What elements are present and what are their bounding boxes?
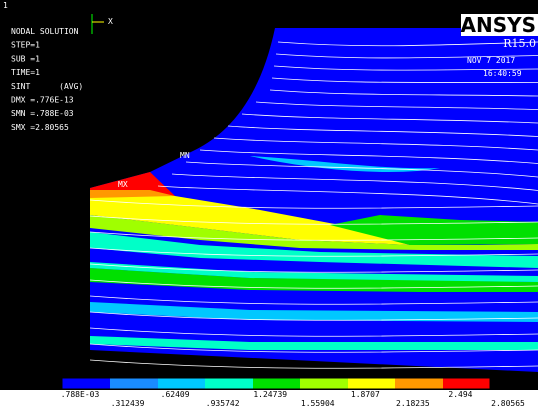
legend-bar <box>61 377 491 390</box>
band <box>90 232 538 268</box>
legend-label: .788E-03 <box>61 390 100 399</box>
swatch <box>158 378 205 389</box>
band <box>250 156 440 172</box>
header-line: SINT (AVG) <box>11 82 83 91</box>
contour-line <box>89 327 538 337</box>
logo-box <box>461 14 538 36</box>
band <box>90 302 538 322</box>
contour-line <box>89 359 538 369</box>
band <box>90 215 538 250</box>
max-marker: MX <box>118 180 128 189</box>
swatch <box>443 378 490 389</box>
header-line: STEP=1 <box>11 41 40 50</box>
swatch <box>62 378 110 389</box>
swatch <box>300 378 348 389</box>
header-line: SUB =1 <box>11 54 40 63</box>
swatch <box>205 378 253 389</box>
date: NOV 7 2017 <box>467 56 515 65</box>
contour-lines <box>89 41 538 369</box>
contour-line <box>89 247 538 257</box>
logo: ANSYS <box>460 13 536 37</box>
legend-label: 2.80565 <box>491 399 525 407</box>
header-line: TIME=1 <box>11 68 40 77</box>
swatch <box>348 378 395 389</box>
header-line: DMX =.776E-13 <box>11 96 74 105</box>
band <box>90 262 538 282</box>
contour-line <box>227 125 538 137</box>
legend-labels: .788E-03 .62409 1.24739 1.8707 2.494 .312439.… <box>61 390 525 407</box>
legend-area <box>0 390 538 407</box>
contour-line <box>89 199 538 209</box>
contour-line <box>185 161 538 178</box>
contour-line <box>271 77 538 83</box>
window-number: 1 <box>3 1 8 10</box>
release: R15.0 <box>503 37 536 50</box>
legend-label: 1.8707 <box>351 390 380 399</box>
swatch <box>395 378 443 389</box>
contour-line <box>213 137 538 151</box>
legend-outline <box>61 377 491 390</box>
contour-line <box>171 173 538 191</box>
contour-line <box>277 41 538 47</box>
legend-label: 1.55904 <box>301 399 335 407</box>
header-line: SMX =2.80565 <box>11 123 69 132</box>
contour-line <box>269 89 538 97</box>
header-line: SMN =.788E-03 <box>11 109 74 118</box>
swatch <box>110 378 158 389</box>
contour-line <box>157 185 538 205</box>
contour-line <box>275 53 538 59</box>
legend-label: 2.18235 <box>396 399 430 407</box>
contour-line <box>89 263 538 273</box>
band <box>90 336 538 350</box>
legend-label: 2.494 <box>448 390 472 399</box>
legend-label: .935742 <box>206 399 240 407</box>
min-marker: MN <box>180 151 190 160</box>
contour-line <box>89 279 538 289</box>
band <box>90 190 175 198</box>
legend-label: .312439 <box>111 399 145 407</box>
header: NODAL SOLUTION STEP=1 SUB =1 TIME=1 SINT (AV… <box>11 27 83 132</box>
contour-line <box>89 311 538 321</box>
contour-line <box>89 215 538 225</box>
contour-line <box>255 101 538 110</box>
header-line: NODAL SOLUTION <box>11 27 79 36</box>
legend-label: .62409 <box>161 390 190 399</box>
band <box>90 196 410 245</box>
contour-line <box>273 65 538 71</box>
swatch <box>253 378 300 389</box>
contour-line <box>199 149 538 164</box>
legend-label: 1.24739 <box>253 390 287 399</box>
axis-label: X <box>108 17 113 26</box>
contour-line <box>241 113 538 124</box>
contour-line <box>89 295 538 305</box>
contour-line <box>89 343 538 353</box>
time: 16:40:59 <box>483 69 522 78</box>
contour-line <box>89 231 538 241</box>
